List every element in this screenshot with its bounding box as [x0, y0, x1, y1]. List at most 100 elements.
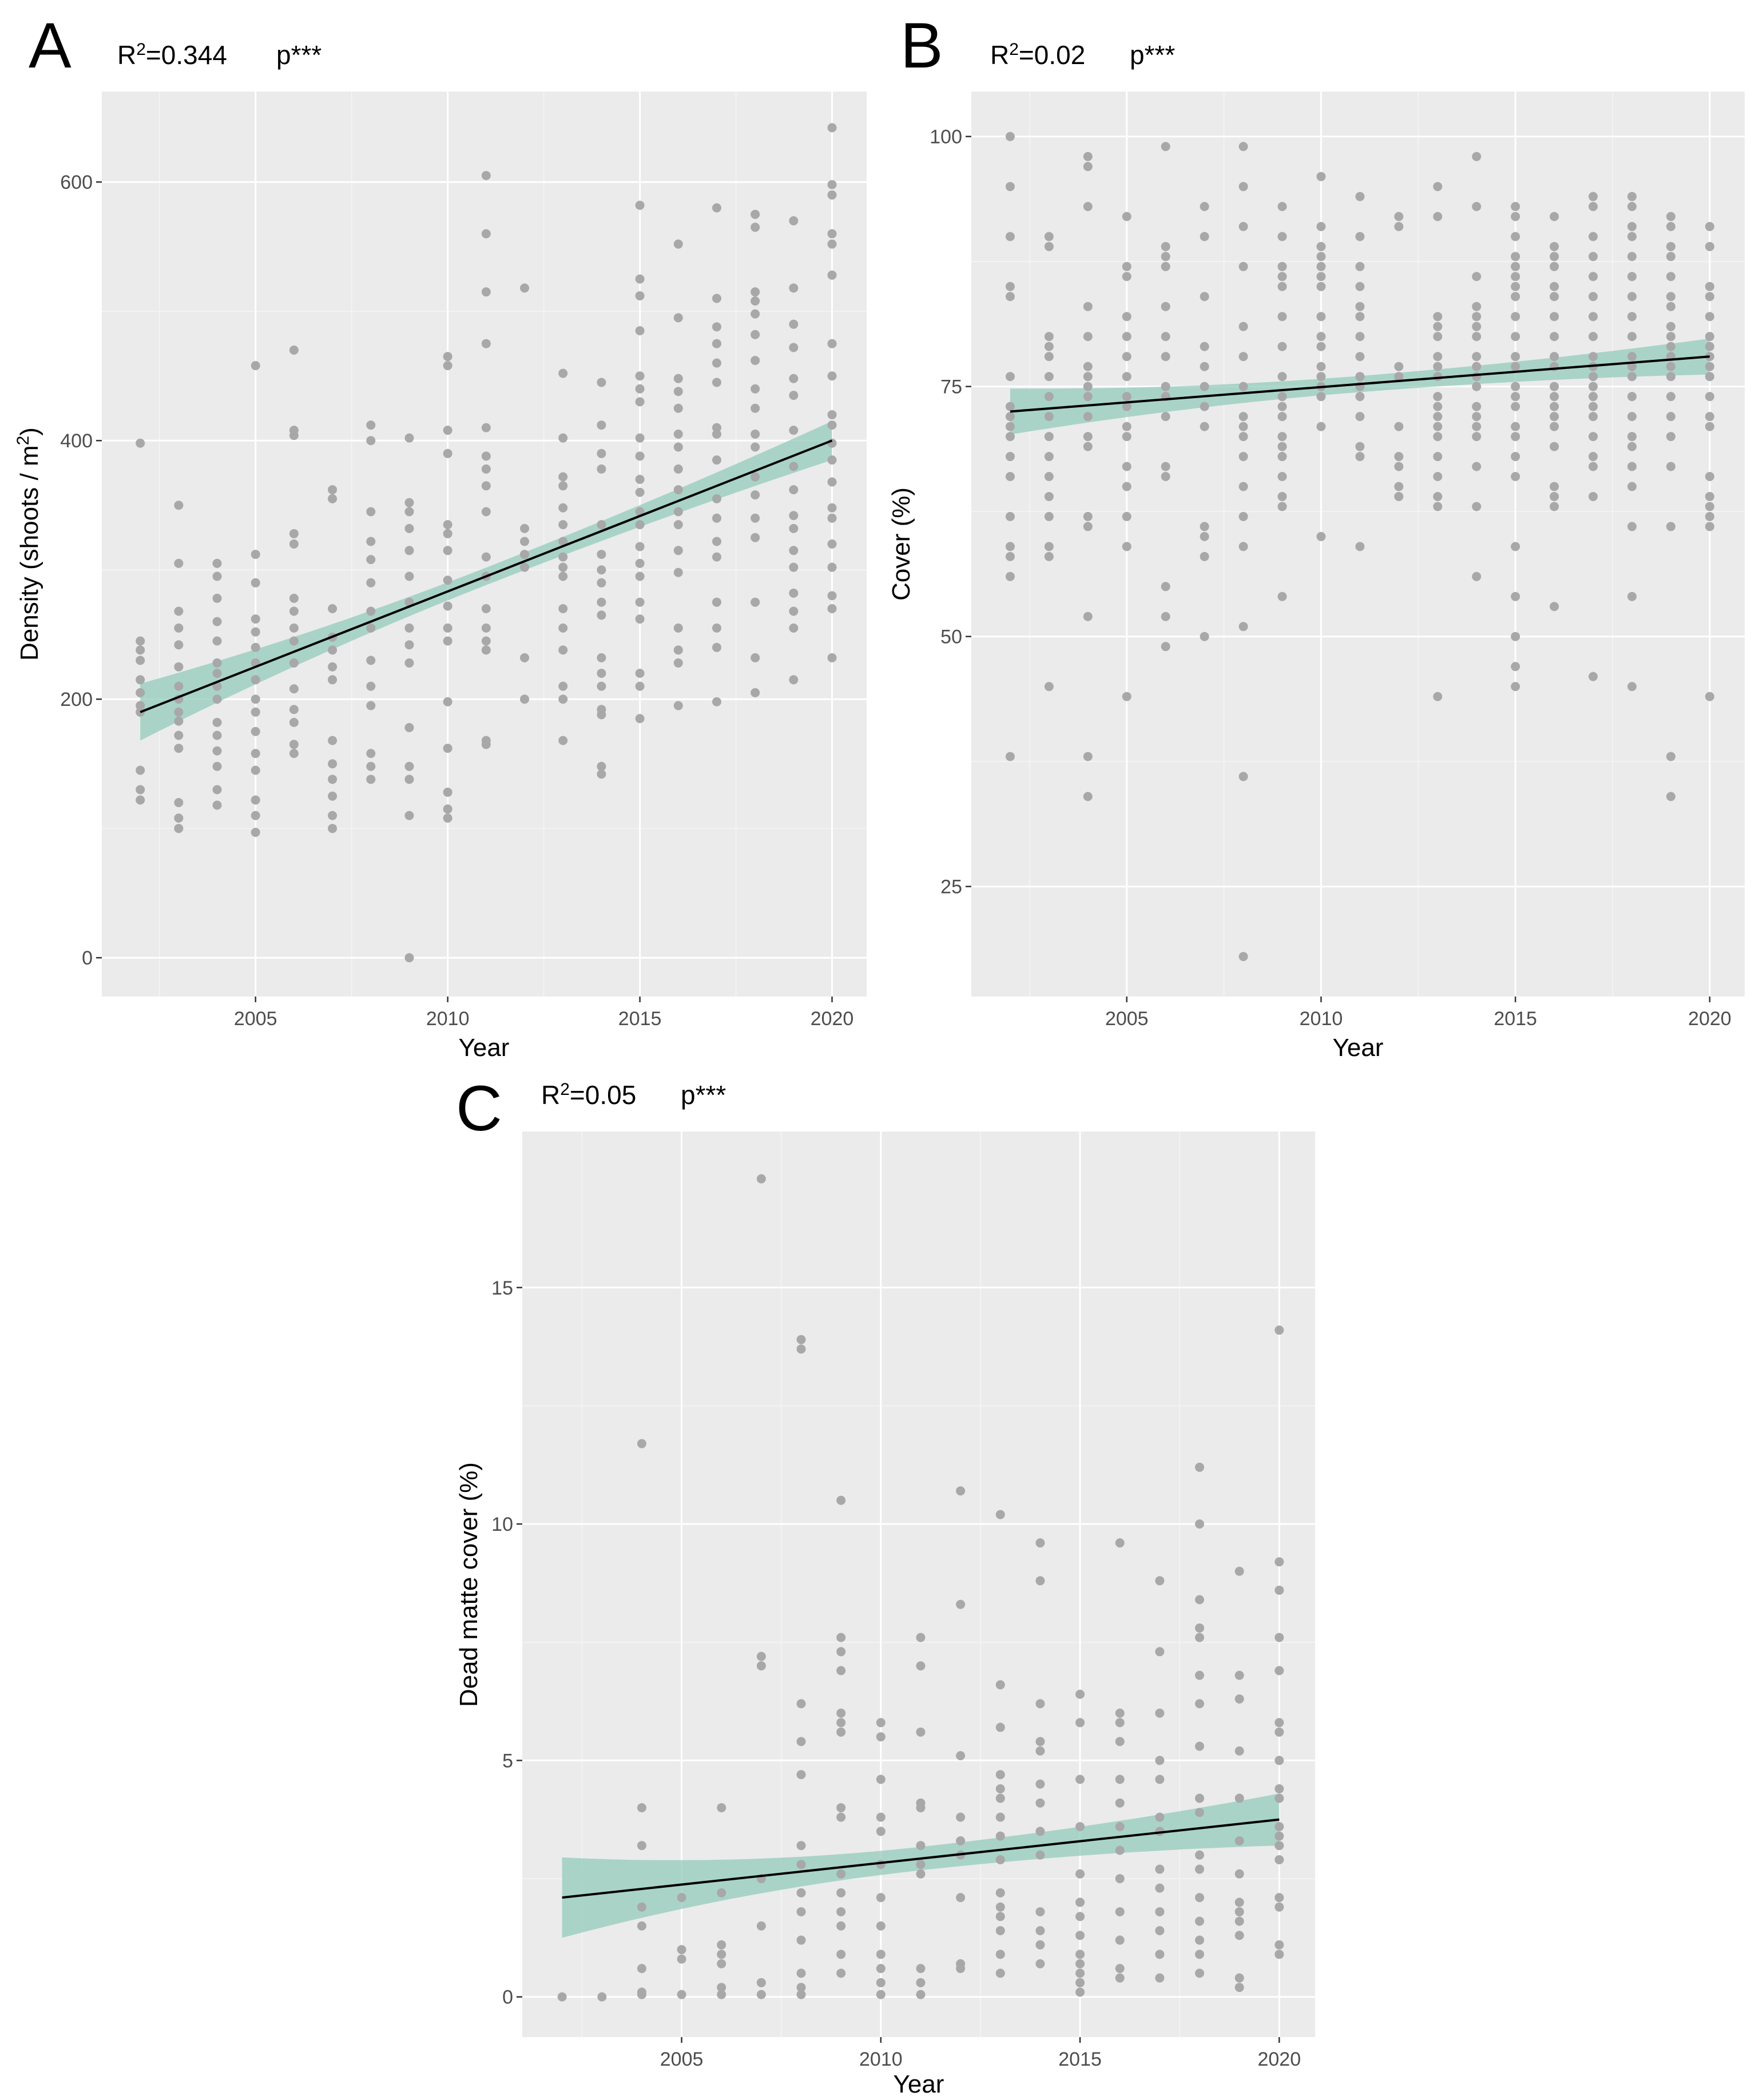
data-point — [1044, 372, 1054, 382]
data-point — [1238, 382, 1248, 391]
data-point — [1705, 392, 1714, 402]
data-point — [1705, 221, 1714, 231]
y-tick-label: 600 — [60, 172, 93, 193]
data-point — [1472, 402, 1482, 411]
data-point — [1589, 292, 1598, 301]
data-point — [481, 740, 491, 749]
data-point — [1155, 1926, 1165, 1936]
data-point — [712, 429, 721, 439]
data-point — [1277, 202, 1287, 212]
data-point — [637, 1841, 646, 1851]
data-point — [1316, 332, 1326, 342]
data-point — [1472, 571, 1482, 581]
data-point — [443, 787, 452, 797]
data-point — [635, 384, 645, 394]
data-point — [796, 1770, 806, 1780]
data-point — [827, 477, 837, 487]
data-point — [481, 170, 491, 180]
x-tick-label: 2015 — [1494, 1008, 1537, 1030]
data-point — [712, 203, 721, 213]
x-tick-label: 2015 — [618, 1008, 662, 1030]
data-point — [1005, 452, 1015, 462]
data-point — [1355, 332, 1365, 342]
data-point — [635, 597, 645, 607]
data-point — [328, 759, 337, 769]
data-point — [597, 710, 606, 720]
data-point — [481, 339, 491, 348]
data-point — [1161, 332, 1170, 342]
data-point — [1511, 312, 1520, 321]
data-point — [1277, 342, 1287, 351]
y-tick-label: 0 — [502, 1987, 513, 2008]
data-point — [1115, 1737, 1125, 1746]
data-point — [635, 681, 645, 691]
data-point — [174, 558, 184, 568]
data-point — [1550, 392, 1559, 402]
data-point — [1627, 352, 1637, 362]
data-point — [1195, 1850, 1205, 1860]
data-point — [481, 464, 491, 474]
data-point — [1083, 752, 1093, 761]
data-point — [1589, 491, 1598, 501]
data-point — [1589, 432, 1598, 442]
data-point — [1627, 252, 1637, 261]
data-point — [995, 1722, 1005, 1732]
data-point — [1155, 1864, 1165, 1874]
data-point — [756, 1661, 766, 1671]
data-point — [956, 1836, 966, 1845]
data-point — [1316, 312, 1326, 321]
data-point — [597, 378, 606, 387]
data-point — [1511, 452, 1520, 462]
data-point — [366, 420, 376, 430]
data-point — [1472, 312, 1482, 321]
data-point — [443, 520, 452, 530]
data-point — [520, 550, 530, 559]
data-point — [251, 811, 260, 820]
data-point — [635, 669, 645, 678]
data-point — [1005, 432, 1015, 442]
data-point — [1155, 1812, 1165, 1822]
data-point — [1044, 542, 1054, 551]
data-point — [212, 746, 222, 756]
y-tick-label: 10 — [491, 1514, 513, 1535]
data-point — [717, 1983, 726, 1992]
data-point — [212, 761, 222, 771]
data-point — [827, 604, 837, 613]
data-point — [1234, 1973, 1244, 1983]
data-point — [673, 442, 683, 452]
data-point — [1472, 332, 1482, 342]
data-point — [1238, 182, 1248, 192]
data-point — [1044, 352, 1054, 362]
data-point — [1550, 261, 1559, 271]
data-point — [956, 1812, 966, 1822]
data-point — [1589, 252, 1598, 261]
data-point — [916, 1661, 926, 1671]
data-point — [1122, 462, 1131, 471]
data-point — [1394, 372, 1404, 382]
data-point — [1511, 261, 1520, 271]
data-point — [1472, 321, 1482, 331]
data-point — [1511, 332, 1520, 342]
data-point — [1472, 362, 1482, 371]
data-point — [212, 800, 222, 810]
data-point — [366, 555, 376, 565]
y-tick-label: 50 — [940, 626, 962, 648]
data-point — [289, 717, 299, 727]
data-point — [673, 429, 683, 439]
data-point — [404, 523, 414, 533]
data-point — [1627, 292, 1637, 301]
data-point — [1316, 422, 1326, 431]
data-point — [1083, 432, 1093, 442]
data-point — [481, 481, 491, 491]
panel-b-trend-line — [1010, 355, 1710, 413]
data-point — [1666, 392, 1675, 402]
data-point — [174, 824, 184, 833]
data-point — [1035, 1959, 1045, 1968]
panel-b-grid — [971, 92, 1745, 997]
data-point — [1511, 432, 1520, 442]
panel-b-x-axis-title: Year — [1333, 1034, 1384, 1062]
data-point — [712, 455, 721, 465]
data-point — [1666, 212, 1675, 221]
data-point — [443, 426, 452, 435]
data-point — [1161, 352, 1170, 362]
